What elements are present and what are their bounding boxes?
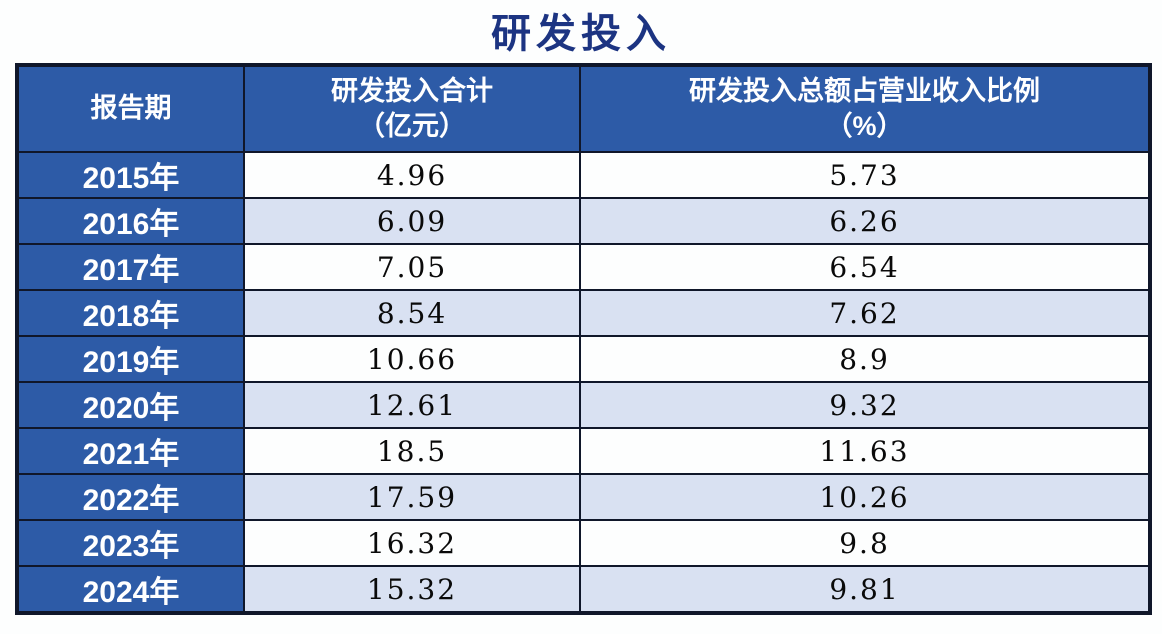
period-cell: 2023年 — [16, 519, 245, 567]
header-unit: （亿元） — [358, 111, 466, 141]
table-row: 2019年 10.66 8.9 — [16, 335, 1151, 383]
rd-investment-table: 报告期 研发投入合计 （亿元） 研发投入总额占营业收入比例 （%） 2015年 4… — [15, 63, 1152, 615]
table-header: 报告期 研发投入合计 （亿元） 研发投入总额占营业收入比例 （%） — [16, 64, 1151, 153]
total-investment-cell: 15.32 — [243, 565, 581, 614]
total-investment-cell: 10.66 — [243, 335, 581, 383]
table-row: 2018年 8.54 7.62 — [16, 289, 1151, 337]
table-row: 2024年 15.32 9.81 — [16, 565, 1151, 614]
table-row: 2021年 18.5 11.63 — [16, 427, 1151, 475]
period-cell: 2015年 — [16, 151, 245, 199]
total-investment-cell: 12.61 — [243, 381, 581, 429]
revenue-ratio-cell: 11.63 — [579, 427, 1151, 475]
table-row: 2015年 4.96 5.73 — [16, 151, 1151, 199]
revenue-ratio-cell: 5.73 — [579, 151, 1151, 199]
period-cell: 2020年 — [16, 381, 245, 429]
total-investment-cell: 8.54 — [243, 289, 581, 337]
table-body: 2015年 4.96 5.73 2016年 6.09 6.26 2017年 7.05 6.54 2… — [16, 151, 1151, 614]
period-cell: 2017年 — [16, 243, 245, 291]
period-cell: 2019年 — [16, 335, 245, 383]
total-investment-cell: 18.5 — [243, 427, 581, 475]
total-investment-cell: 6.09 — [243, 197, 581, 245]
revenue-ratio-cell: 7.62 — [579, 289, 1151, 337]
revenue-ratio-cell: 6.54 — [579, 243, 1151, 291]
total-investment-cell: 7.05 — [243, 243, 581, 291]
header-label: 研发投入总额占营业收入比例 — [689, 75, 1040, 106]
header-cell-ratio: 研发投入总额占营业收入比例 （%） — [579, 64, 1151, 153]
header-label: 报告期 — [90, 93, 172, 124]
table-row: 2020年 12.61 9.32 — [16, 381, 1151, 429]
revenue-ratio-cell: 9.32 — [579, 381, 1151, 429]
header-row: 报告期 研发投入合计 （亿元） 研发投入总额占营业收入比例 （%） — [16, 64, 1151, 153]
revenue-ratio-cell: 9.8 — [579, 519, 1151, 567]
header-unit: （%） — [825, 111, 904, 141]
revenue-ratio-cell: 6.26 — [579, 197, 1151, 245]
table-row: 2023年 16.32 9.8 — [16, 519, 1151, 567]
total-investment-cell: 4.96 — [243, 151, 581, 199]
period-cell: 2024年 — [16, 565, 245, 614]
period-cell: 2022年 — [16, 473, 245, 521]
table-row: 2016年 6.09 6.26 — [16, 197, 1151, 245]
header-cell-total: 研发投入合计 （亿元） — [243, 64, 581, 153]
table-row: 2017年 7.05 6.54 — [16, 243, 1151, 291]
header-cell-period: 报告期 — [16, 64, 245, 153]
revenue-ratio-cell: 9.81 — [579, 565, 1151, 614]
total-investment-cell: 17.59 — [243, 473, 581, 521]
period-cell: 2021年 — [16, 427, 245, 475]
period-cell: 2016年 — [16, 197, 245, 245]
table-row: 2022年 17.59 10.26 — [16, 473, 1151, 521]
period-cell: 2018年 — [16, 289, 245, 337]
revenue-ratio-cell: 8.9 — [579, 335, 1151, 383]
header-label: 研发投入合计 — [331, 75, 493, 106]
total-investment-cell: 16.32 — [243, 519, 581, 567]
revenue-ratio-cell: 10.26 — [579, 473, 1151, 521]
page-title: 研发投入 — [491, 12, 671, 56]
